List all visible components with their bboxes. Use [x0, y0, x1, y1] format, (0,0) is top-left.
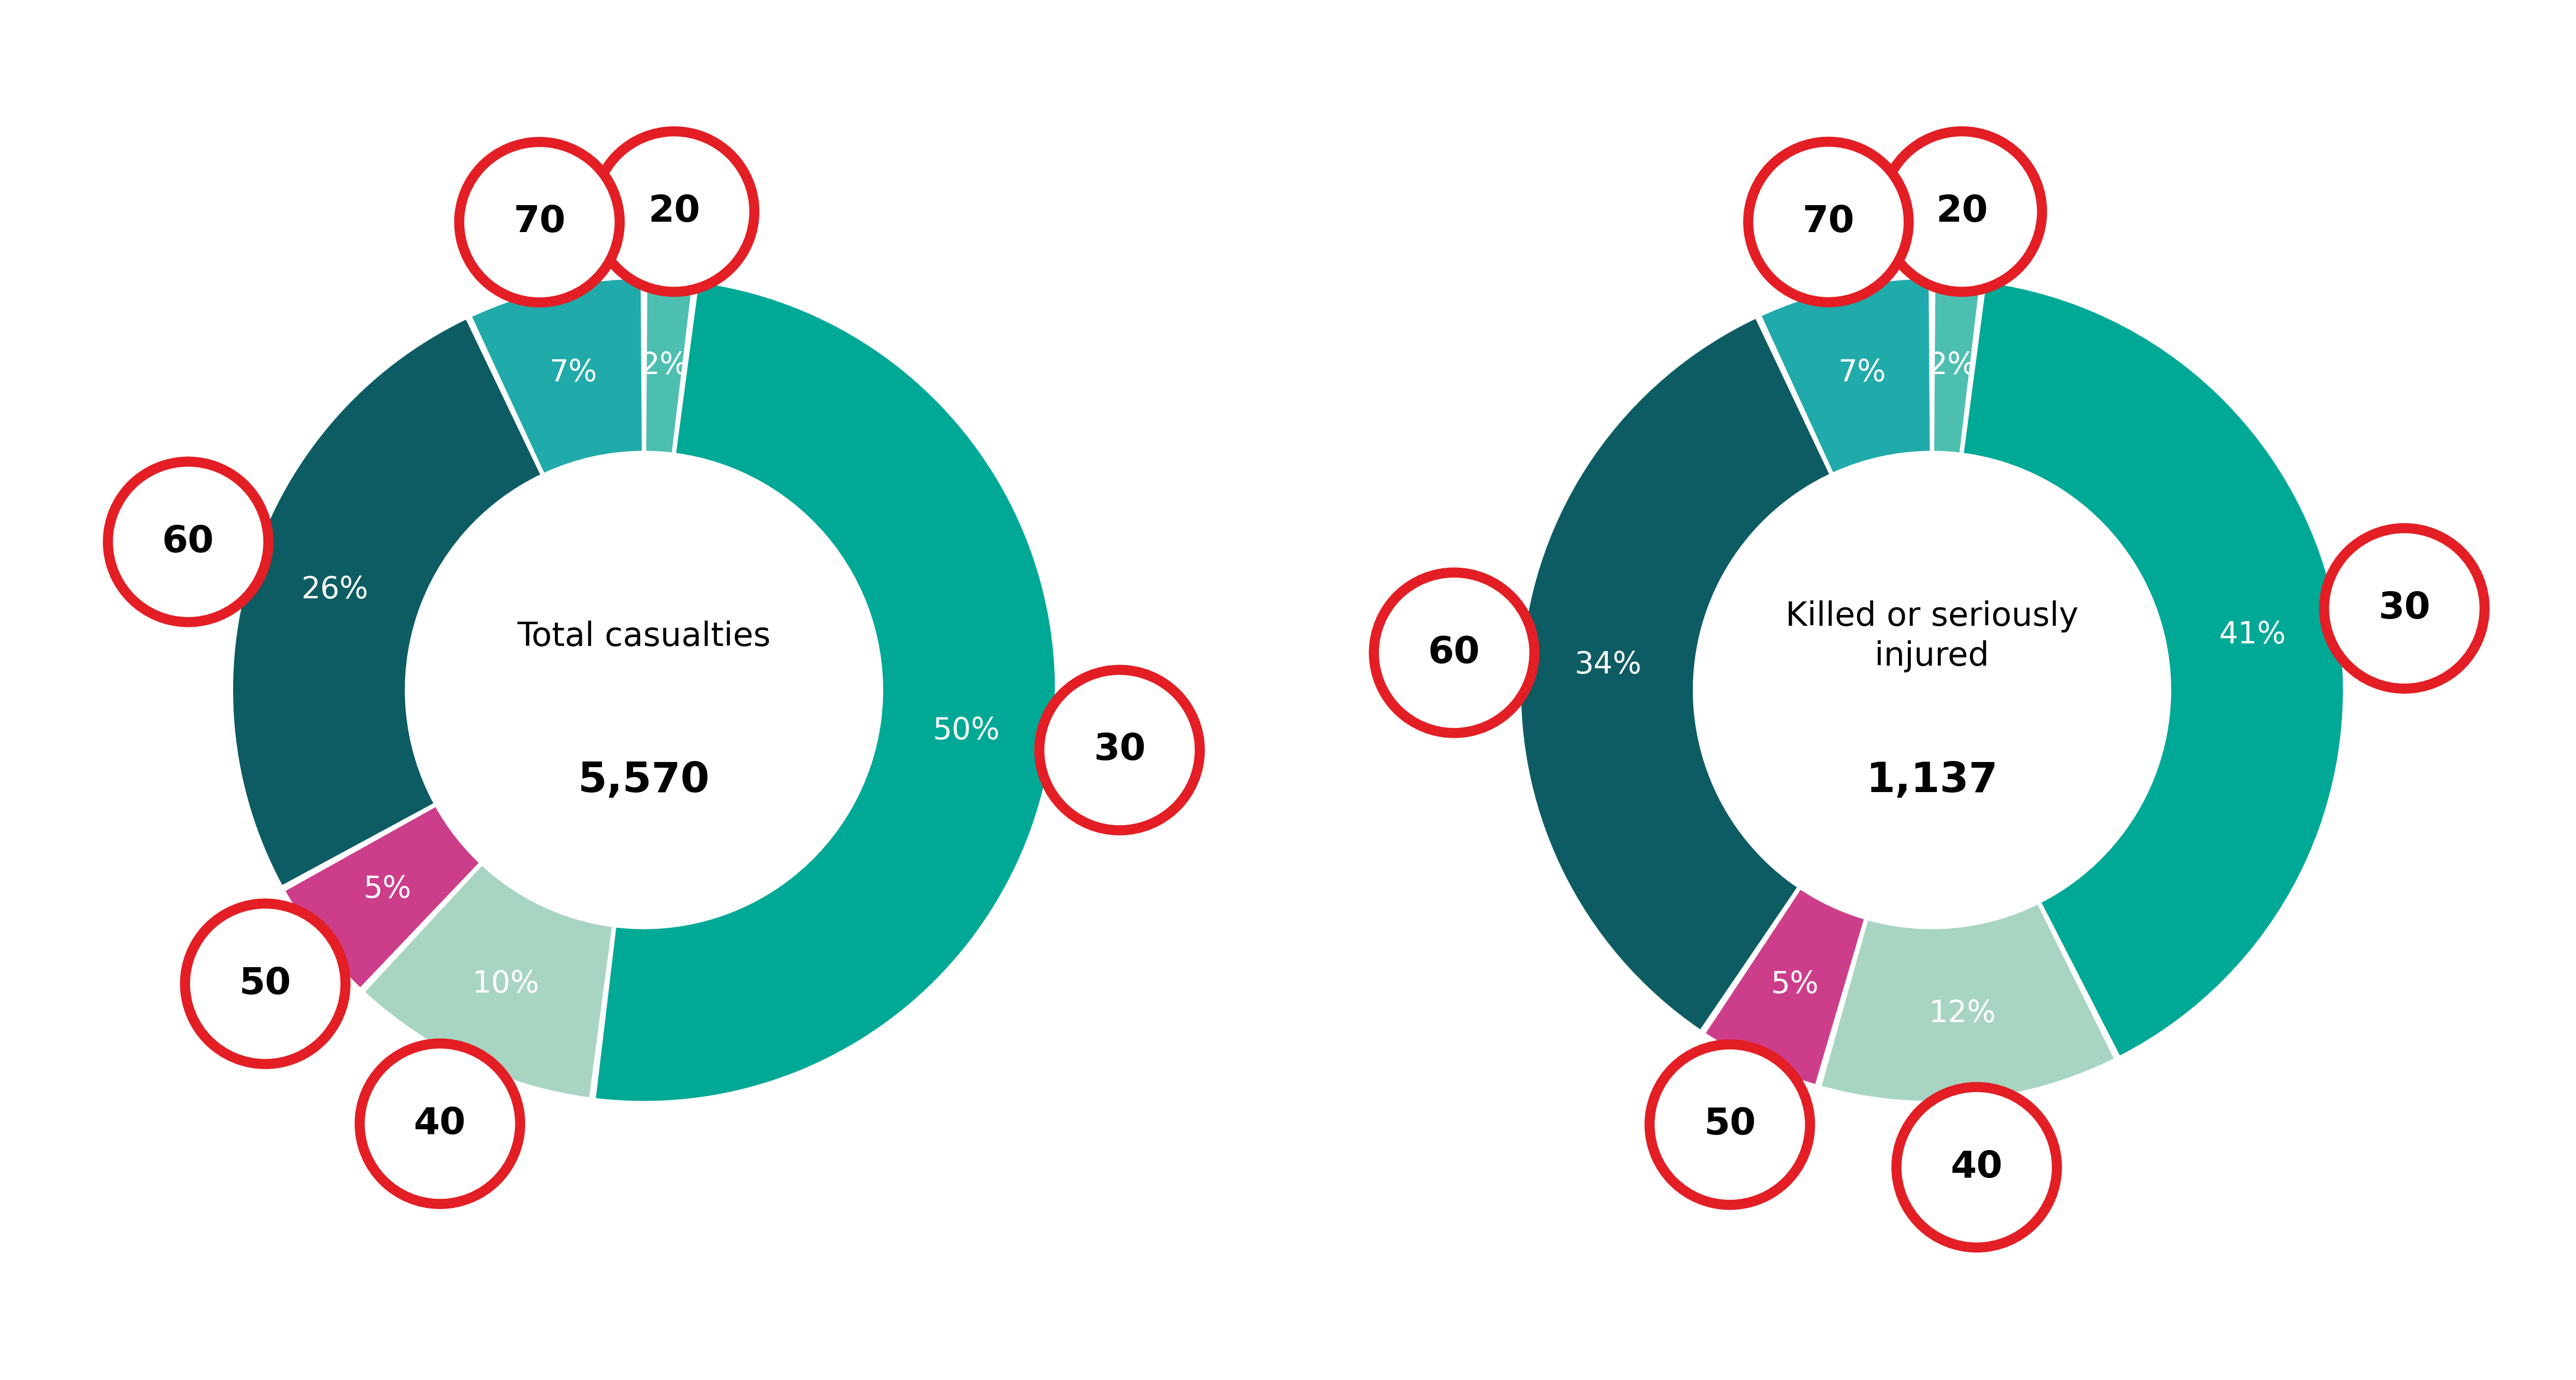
Text: 2%: 2% — [1929, 351, 1976, 381]
Text: 5,570: 5,570 — [577, 760, 711, 800]
Circle shape — [595, 131, 755, 291]
Circle shape — [1649, 1045, 1811, 1205]
Circle shape — [1880, 131, 2043, 291]
Circle shape — [2324, 529, 2486, 689]
Text: Killed or seriously
injured: Killed or seriously injured — [1785, 600, 2079, 672]
Wedge shape — [1963, 282, 2344, 1056]
Text: 60: 60 — [162, 524, 214, 560]
Wedge shape — [232, 319, 541, 886]
Text: Total casualties: Total casualties — [518, 621, 770, 653]
Text: 50: 50 — [1703, 1107, 1757, 1143]
Text: 1,137: 1,137 — [1865, 760, 1999, 800]
Text: 26%: 26% — [301, 575, 368, 604]
Text: 34%: 34% — [1574, 650, 1641, 679]
Wedge shape — [471, 279, 641, 473]
Wedge shape — [1935, 279, 1981, 453]
Text: 50%: 50% — [933, 716, 999, 745]
Text: 7%: 7% — [1837, 357, 1886, 388]
Text: 5%: 5% — [1770, 970, 1819, 999]
Text: 30: 30 — [2378, 591, 2429, 627]
Circle shape — [185, 904, 345, 1064]
Text: 10%: 10% — [471, 969, 538, 999]
Text: 40: 40 — [1950, 1150, 2002, 1185]
Text: 70: 70 — [513, 204, 567, 240]
Circle shape — [459, 142, 621, 302]
Circle shape — [1896, 1087, 2056, 1248]
Wedge shape — [1821, 904, 2115, 1101]
Text: 41%: 41% — [2218, 620, 2285, 650]
Text: 20: 20 — [1935, 193, 1989, 229]
Text: 30: 30 — [1092, 733, 1146, 767]
Wedge shape — [363, 865, 613, 1098]
Wedge shape — [595, 282, 1056, 1101]
Text: 5%: 5% — [363, 875, 412, 904]
Circle shape — [1749, 142, 1909, 302]
Wedge shape — [1520, 319, 1829, 1029]
Text: 20: 20 — [649, 193, 701, 229]
Wedge shape — [647, 279, 693, 453]
Text: 2%: 2% — [641, 351, 688, 381]
Circle shape — [1038, 669, 1200, 831]
Text: 70: 70 — [1803, 204, 1855, 240]
Circle shape — [108, 462, 268, 622]
Wedge shape — [1762, 279, 1929, 473]
Circle shape — [1373, 573, 1535, 733]
Wedge shape — [1705, 889, 1865, 1085]
Text: 60: 60 — [1427, 635, 1481, 671]
Text: 12%: 12% — [1929, 999, 1996, 1028]
Text: 40: 40 — [415, 1105, 466, 1141]
Wedge shape — [286, 806, 479, 988]
Text: 50: 50 — [240, 966, 291, 1002]
Text: 7%: 7% — [549, 357, 598, 388]
Circle shape — [361, 1043, 520, 1203]
